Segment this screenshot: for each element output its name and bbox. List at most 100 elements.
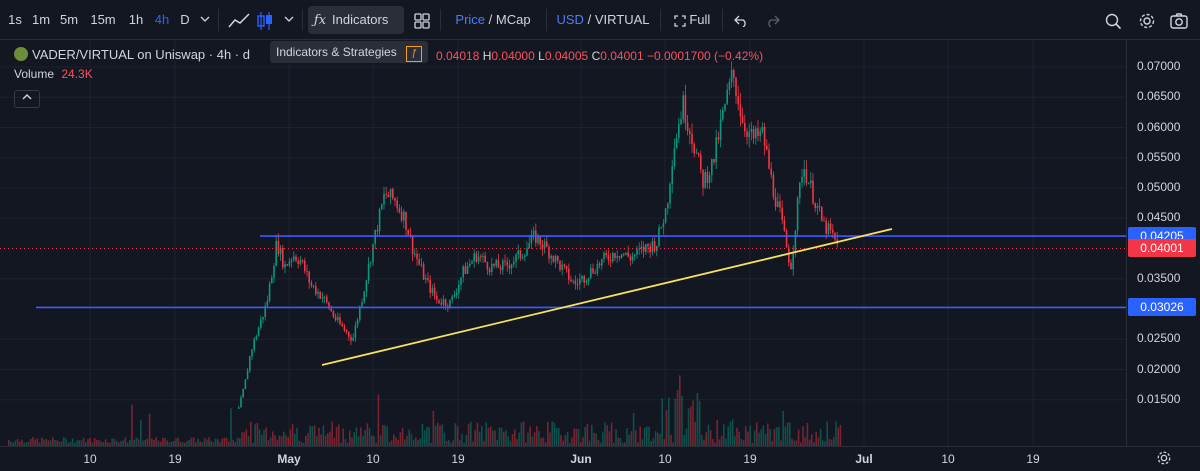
settings-gear-icon[interactable]: [1134, 6, 1160, 34]
candle-body: [387, 195, 390, 198]
price-option[interactable]: Price: [455, 12, 486, 27]
interval-dropdown-chevron-down-icon[interactable]: [196, 6, 214, 34]
volume-bar: [758, 432, 760, 446]
volume-bar: [672, 442, 674, 446]
candle-body: [328, 302, 330, 309]
chart-pane[interactable]: [0, 40, 1126, 446]
volume-bar: [214, 438, 217, 446]
candle-body: [816, 205, 819, 209]
interval-1h[interactable]: 1h: [128, 12, 144, 27]
collapse-legend-chevron-up-icon[interactable]: [14, 90, 40, 108]
time-axis-settings-gear-icon[interactable]: [1156, 450, 1172, 471]
volume-bar: [338, 424, 340, 446]
volume-bar: [615, 429, 617, 446]
volume-bar: [203, 438, 206, 446]
candle-body: [444, 299, 447, 306]
candle-body: [363, 291, 365, 303]
candle-body: [519, 250, 522, 259]
quick-search-icon[interactable]: [1100, 6, 1126, 34]
volume-bar: [311, 426, 314, 446]
camera-snapshot-icon[interactable]: [1166, 6, 1192, 34]
line-chart-icon[interactable]: [224, 6, 254, 34]
candle-body: [528, 243, 530, 249]
candle-body: [319, 291, 321, 299]
volume-bar: [126, 442, 129, 446]
candle-body: [638, 248, 640, 250]
time-tick-month: Jun: [570, 452, 592, 466]
time-axis[interactable]: 10 19 May 10 19 Jun 10 19 Jul 10 19: [0, 446, 1200, 468]
candle-body: [286, 264, 288, 266]
interval-4h[interactable]: 4h: [154, 12, 170, 27]
volume-bar: [250, 421, 252, 446]
currency-toggle[interactable]: USD / VIRTUAL: [552, 6, 654, 34]
volume-bar: [437, 422, 439, 446]
indicators-button[interactable]: ƒx Indicators: [308, 6, 404, 34]
volume-bar: [443, 432, 446, 446]
volume-bar: [586, 423, 589, 446]
candle-body: [730, 70, 733, 82]
candle-body: [471, 261, 473, 264]
volume-bar: [349, 430, 351, 446]
volume-bar: [791, 438, 793, 446]
candle-body: [548, 246, 550, 259]
low-label: L: [538, 49, 545, 63]
volume-bar: [448, 440, 450, 446]
volume-bar: [804, 437, 806, 446]
volume-bar: [683, 435, 685, 446]
volume-bar: [507, 436, 509, 446]
candle-body: [821, 207, 823, 221]
price-axis[interactable]: 0.07000 0.06500 0.06000 0.05500 0.05000 0.045…: [1126, 40, 1200, 446]
candle-body: [706, 172, 709, 183]
interval-15m[interactable]: 15m: [90, 12, 116, 27]
volume-bar: [351, 437, 353, 446]
price-mcap-toggle[interactable]: Price / MCap: [448, 6, 538, 34]
candle-body: [251, 349, 253, 357]
full-label: Full: [689, 12, 711, 27]
volume-bar: [313, 425, 316, 446]
candle-body: [759, 131, 761, 136]
candle-body: [449, 299, 451, 308]
volume-bar: [278, 435, 281, 446]
candle-body: [832, 229, 834, 233]
candle-body: [557, 256, 559, 261]
volume-bar: [386, 426, 388, 446]
redo-icon[interactable]: [760, 6, 786, 34]
symbol-title[interactable]: VADER/VIRTUAL on Uniswap · 4h · d: [32, 47, 250, 62]
volume-bar: [366, 423, 369, 446]
candle-body: [590, 268, 592, 278]
virtual-option[interactable]: VIRTUAL: [594, 12, 650, 27]
layout-grid-icon[interactable]: [408, 6, 436, 34]
volume-bar: [778, 426, 780, 446]
candle-body: [473, 253, 475, 262]
volume-bar: [547, 421, 549, 446]
interval-d[interactable]: D: [180, 12, 190, 27]
interval-5m[interactable]: 5m: [59, 12, 79, 27]
candles-icon[interactable]: [254, 6, 276, 34]
trendline[interactable]: [321, 228, 893, 366]
mcap-option[interactable]: MCap: [495, 12, 531, 27]
volume-bar: [89, 438, 91, 446]
usd-option[interactable]: USD: [556, 12, 584, 27]
candle-body: [647, 244, 649, 247]
candle-body: [282, 247, 284, 268]
interval-1s[interactable]: 1s: [8, 12, 22, 27]
candle-body: [803, 169, 805, 177]
interval-1m[interactable]: 1m: [31, 12, 51, 27]
candle-body: [290, 259, 293, 262]
chart-type-chevron-down-icon[interactable]: [280, 6, 298, 34]
volume-bar: [709, 430, 712, 446]
candle-body: [572, 280, 574, 282]
price-tick: 0.01500: [1137, 391, 1181, 406]
undo-icon[interactable]: [728, 6, 754, 34]
price-mcap-slash: /: [488, 12, 493, 27]
candle-body: [464, 266, 467, 274]
volume-bar: [599, 442, 602, 446]
price-chart-canvas[interactable]: [0, 40, 1126, 446]
volume-bar: [639, 426, 641, 446]
volume-bar: [509, 440, 512, 446]
fullscreen-button[interactable]: Full: [666, 6, 718, 34]
volume-bar: [393, 434, 395, 446]
volume-bar: [445, 440, 448, 446]
volume-label[interactable]: Volume: [14, 67, 55, 81]
volume-bar: [100, 441, 102, 446]
